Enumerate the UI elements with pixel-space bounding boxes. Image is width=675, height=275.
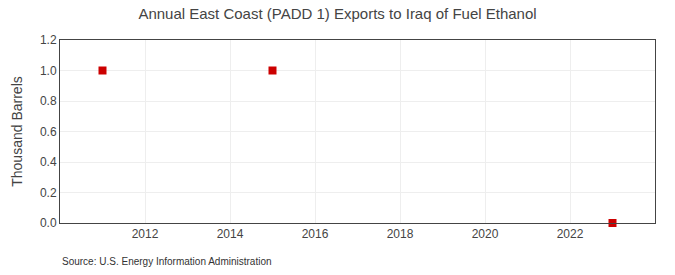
svg-text:2014: 2014 <box>217 227 244 241</box>
svg-text:0.6: 0.6 <box>40 125 57 139</box>
svg-text:Source: U.S. Energy Informatio: Source: U.S. Energy Information Administ… <box>62 256 272 267</box>
svg-text:Annual East Coast (PADD 1) Exp: Annual East Coast (PADD 1) Exports to Ir… <box>138 5 536 22</box>
svg-text:2020: 2020 <box>472 227 499 241</box>
svg-text:1.2: 1.2 <box>40 33 57 47</box>
svg-text:0.8: 0.8 <box>40 94 57 108</box>
svg-text:0.0: 0.0 <box>40 216 57 230</box>
svg-text:2012: 2012 <box>132 227 159 241</box>
svg-text:0.2: 0.2 <box>40 186 57 200</box>
svg-text:1.0: 1.0 <box>40 64 57 78</box>
svg-text:2016: 2016 <box>302 227 329 241</box>
svg-text:2018: 2018 <box>387 227 414 241</box>
svg-text:0.4: 0.4 <box>40 155 57 169</box>
svg-text:2022: 2022 <box>557 227 584 241</box>
svg-text:Thousand Barrels: Thousand Barrels <box>9 76 25 187</box>
